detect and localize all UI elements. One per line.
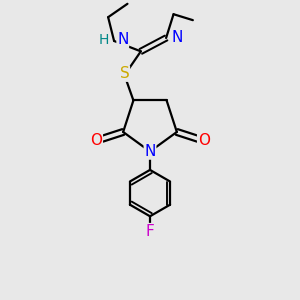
- Text: N: N: [171, 31, 183, 46]
- Text: S: S: [120, 66, 129, 81]
- Text: N: N: [117, 32, 128, 47]
- Text: F: F: [146, 224, 154, 238]
- Text: H: H: [98, 33, 109, 47]
- Text: N: N: [144, 144, 156, 159]
- Text: O: O: [198, 133, 210, 148]
- Text: O: O: [90, 133, 102, 148]
